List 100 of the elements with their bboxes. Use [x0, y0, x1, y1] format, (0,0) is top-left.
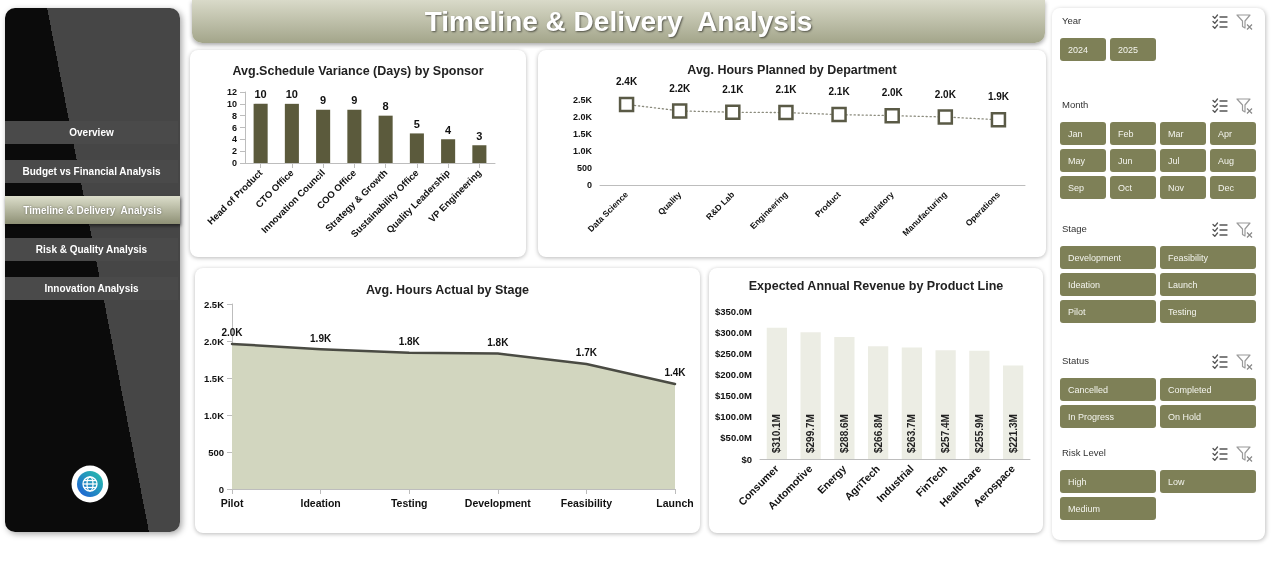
data-label: $257.4M [940, 414, 952, 453]
y-tick-label: 8 [231, 110, 237, 121]
text: Mar [1160, 122, 1206, 145]
y-tick-label: 1.0K [203, 409, 225, 421]
y-tick-label: 2.0K [572, 112, 593, 122]
y-tick-label: 1.5K [572, 129, 593, 139]
text: Development [1060, 246, 1156, 269]
data-label: 1.8K [398, 336, 421, 348]
y-tick-label: 0 [231, 158, 237, 168]
y-tick-label: 4 [231, 134, 237, 145]
text: Risk & Quality Analysis [5, 237, 178, 261]
y-tick-label: 0 [218, 483, 224, 495]
data-label: 2.0K [881, 87, 904, 99]
bar [347, 109, 362, 163]
data-label: $221.3M [1007, 414, 1019, 453]
text: Ideation [1060, 273, 1156, 296]
text: Timeline & Delivery Analysis [192, 0, 1045, 43]
y-tick-label: $300.0M [715, 326, 753, 338]
data-label: 5 [413, 117, 420, 130]
x-tick-label: Feasibility [560, 496, 613, 509]
text: Innovation Analysis [5, 276, 178, 300]
y-tick-label: $100.0M [715, 411, 753, 423]
data-label: $263.7M [906, 414, 918, 453]
text: Year [1062, 15, 1082, 26]
chart-title: Avg.Schedule Variance (Days) by Sponsor [232, 63, 484, 78]
point [884, 107, 900, 124]
point [778, 104, 794, 121]
text: Oct [1110, 176, 1156, 199]
y-tick-label: 2 [231, 146, 237, 157]
data-label: $255.9M [973, 414, 985, 453]
data-label: 10 [254, 88, 267, 101]
text: Feasibility [1160, 246, 1256, 269]
chart-title: Avg. Hours Planned by Department [687, 62, 898, 77]
y-tick-label: 10 [226, 98, 237, 109]
y-tick-label: $150.0M [715, 390, 753, 402]
bar [766, 327, 787, 459]
text: Jun [1110, 149, 1156, 172]
data-label: 3 [476, 129, 483, 142]
y-tick-label: 0 [586, 180, 592, 190]
bar [409, 133, 424, 163]
text: Sep [1060, 176, 1106, 199]
text: Testing [1160, 300, 1256, 323]
text: Month [1062, 99, 1089, 110]
text: Budget vs Financial Analysis [5, 159, 178, 183]
bar [969, 350, 990, 459]
point [831, 106, 847, 123]
text: Status [1062, 355, 1089, 366]
data-label: 2.2K [669, 82, 692, 94]
data-label: 9 [351, 94, 358, 107]
point [990, 111, 1007, 128]
data-label: $310.1M [771, 414, 783, 453]
text: In Progress [1060, 405, 1156, 428]
data-label: 1.9K [310, 332, 332, 344]
y-tick-label: 2.5K [203, 298, 225, 310]
text: Completed [1160, 378, 1256, 401]
y-tick-label: 2.5K [572, 95, 593, 105]
x-tick-label: Launch [656, 496, 694, 509]
text: Medium [1060, 497, 1156, 520]
data-label: $299.7M [805, 414, 817, 453]
y-tick-label: $0 [741, 453, 752, 465]
chart-title: Expected Annual Revenue by Product Line [748, 278, 1004, 293]
text: Jan [1060, 122, 1106, 145]
x-tick-label: Ideation [300, 496, 341, 509]
text: Aug [1210, 149, 1256, 172]
data-label: 2.1K [775, 84, 798, 96]
text: Cancelled [1060, 378, 1156, 401]
data-label: 1.7K [575, 347, 598, 359]
data-label: 1.4K [664, 367, 687, 379]
text: Nov [1160, 176, 1206, 199]
text: Overview [5, 120, 178, 144]
bar [378, 115, 393, 163]
y-tick-label: $50.0M [720, 432, 753, 444]
y-tick-label: $350.0M [715, 305, 753, 317]
y-tick-label: 500 [208, 446, 224, 458]
data-label: 2.1K [722, 83, 745, 95]
text: Timeline & Delivery Analysis [5, 196, 180, 224]
data-label: 1.8K [487, 337, 510, 349]
y-tick-label: 500 [576, 163, 592, 173]
bar [316, 109, 331, 163]
data-label: 2.4K [616, 76, 638, 88]
chart-title: Avg. Hours Actual by Stage [366, 282, 530, 297]
x-tick-label: Pilot [220, 496, 244, 509]
text: Feb [1110, 122, 1156, 145]
y-tick-label: 1.5K [203, 372, 225, 384]
data-label: 9 [320, 94, 327, 107]
text: Dec [1210, 176, 1256, 199]
bar [441, 139, 456, 163]
text: Launch [1160, 273, 1256, 296]
data-label: 2.1K [828, 86, 851, 98]
data-label: 4 [445, 123, 453, 136]
bar [253, 103, 268, 163]
data-label: 8 [382, 100, 389, 113]
text: Low [1160, 470, 1256, 493]
text: Apr [1210, 122, 1256, 145]
point [618, 96, 635, 113]
y-tick-label: $250.0M [715, 347, 753, 359]
y-tick-label: 1.0K [572, 146, 593, 156]
data-label: 2.0K [934, 88, 957, 100]
data-label: $266.8M [872, 414, 884, 453]
point [671, 103, 688, 119]
